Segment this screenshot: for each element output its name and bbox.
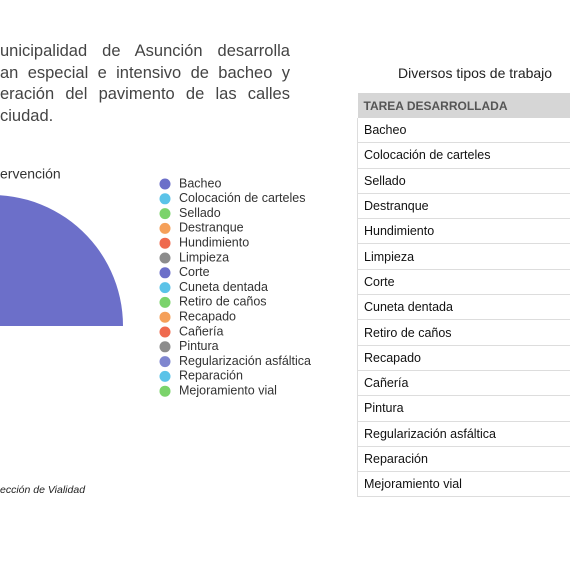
legend-label: Regularización asfáltica bbox=[179, 354, 311, 368]
table-wrap: TAREA DESARROLLADA Bacheo Colocación de ca… bbox=[357, 93, 570, 498]
table-cell: Retiro de caños bbox=[357, 319, 570, 346]
legend-label: Bacheo bbox=[179, 176, 221, 190]
legend-label: Cuneta dentada bbox=[179, 280, 268, 294]
legend-label: Limpieza bbox=[179, 250, 229, 264]
legend-label: Colocación de carteles bbox=[179, 191, 305, 205]
chart-source: ección de Vialidad bbox=[0, 484, 86, 496]
table-cell: Pintura bbox=[357, 395, 570, 422]
table-cell: Regularización asfáltica bbox=[357, 421, 570, 447]
legend-swatch bbox=[159, 282, 171, 294]
paragraph: unicipalidad de Asunción desarrolla an es… bbox=[0, 42, 290, 128]
table-cell: Destranque bbox=[357, 193, 570, 220]
legend-label: Recapado bbox=[179, 309, 236, 323]
legend-label: Pintura bbox=[179, 339, 219, 353]
chart-title: ervención bbox=[0, 166, 61, 182]
table: TAREA DESARROLLADA Bacheo Colocación de ca… bbox=[357, 93, 570, 498]
table-row: Corte bbox=[357, 269, 570, 296]
table-cell: Corte bbox=[357, 269, 570, 296]
legend-label: Reparación bbox=[179, 369, 243, 383]
pie-slice bbox=[0, 195, 123, 326]
legend-swatch bbox=[159, 222, 171, 234]
table-row: Destranque bbox=[357, 193, 570, 220]
table-cell: Cuneta dentada bbox=[357, 294, 570, 321]
legend-swatch bbox=[159, 341, 171, 353]
legend-swatch bbox=[159, 370, 171, 382]
legend-label: Corte bbox=[179, 265, 210, 279]
legend-label: Cañería bbox=[179, 324, 224, 338]
table-cell: Recapado bbox=[357, 345, 570, 371]
legend-swatch bbox=[159, 208, 171, 220]
table-row: Recapado bbox=[357, 345, 570, 371]
legend-swatch bbox=[159, 385, 171, 397]
legend-label: Sellado bbox=[179, 206, 221, 220]
table-cell: Colocación de carteles bbox=[357, 142, 570, 169]
table-row: Mejoramiento vial bbox=[357, 471, 570, 498]
table-row: Regularización asfáltica bbox=[357, 421, 570, 447]
legend-swatch bbox=[159, 326, 171, 338]
legend-swatch bbox=[159, 178, 171, 190]
table-cell: Cañería bbox=[357, 370, 570, 397]
table-cell: Sellado bbox=[357, 168, 570, 194]
table-row: Colocación de carteles bbox=[357, 142, 570, 169]
table-cell: Reparación bbox=[357, 446, 570, 473]
legend-swatch bbox=[159, 311, 171, 323]
paragraph-line: ciudad. bbox=[0, 106, 54, 125]
legend-label: Retiro de caños bbox=[179, 295, 267, 309]
table-row: Hundimiento bbox=[357, 218, 570, 245]
table-row: Pintura bbox=[357, 395, 570, 422]
table-row: Limpieza bbox=[357, 243, 570, 270]
table-row: Cuneta dentada bbox=[357, 294, 570, 321]
paragraph-line: an especial e intensivo de bacheo y bbox=[0, 63, 290, 82]
table-row: Retiro de caños bbox=[357, 319, 570, 346]
table-cell: Bacheo bbox=[357, 118, 570, 144]
table-row: Reparación bbox=[357, 446, 570, 473]
legend-swatch bbox=[159, 252, 171, 264]
table-row: Cañería bbox=[357, 370, 570, 397]
table-row: Sellado bbox=[357, 168, 570, 194]
legend-swatch bbox=[159, 237, 171, 249]
table-title: Diversos tipos de trabajo bbox=[398, 65, 553, 81]
legend-label: Mejoramiento vial bbox=[179, 383, 277, 397]
legend-label: Destranque bbox=[179, 221, 244, 235]
table-cell: Limpieza bbox=[357, 243, 570, 270]
table-row: Bacheo bbox=[357, 118, 570, 144]
paragraph-line: unicipalidad de Asunción desarrolla bbox=[0, 42, 290, 60]
legend-swatch bbox=[159, 296, 171, 308]
paragraph-line: eración del pavimento de las calles bbox=[0, 85, 290, 103]
legend-swatch bbox=[159, 267, 171, 279]
table-cell: Mejoramiento vial bbox=[357, 471, 570, 498]
legend-swatch bbox=[159, 193, 171, 205]
table-cell: Hundimiento bbox=[357, 218, 570, 245]
legend-swatch bbox=[159, 356, 171, 368]
chart: ervención ección de Vialidad 55%BacheoCo… bbox=[0, 166, 311, 496]
table-header: TAREA DESARROLLADA bbox=[357, 93, 570, 118]
legend-label: Hundimiento bbox=[179, 235, 249, 249]
